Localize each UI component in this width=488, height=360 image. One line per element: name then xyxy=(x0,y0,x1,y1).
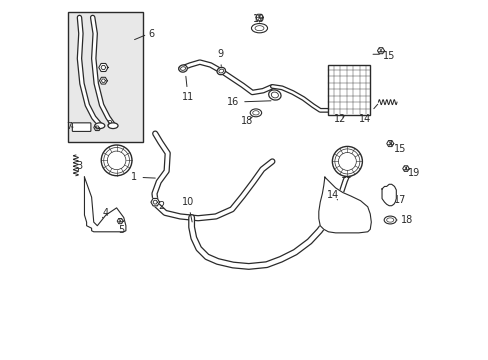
Ellipse shape xyxy=(250,109,261,117)
Text: 19: 19 xyxy=(407,168,420,178)
FancyBboxPatch shape xyxy=(67,12,142,143)
Ellipse shape xyxy=(180,67,185,70)
Text: 10: 10 xyxy=(182,197,194,222)
Text: 1: 1 xyxy=(131,172,155,182)
Text: 12: 12 xyxy=(333,113,346,123)
Ellipse shape xyxy=(252,111,259,115)
Ellipse shape xyxy=(179,65,187,72)
Text: 15: 15 xyxy=(393,144,406,154)
Ellipse shape xyxy=(384,216,395,224)
Ellipse shape xyxy=(251,23,267,33)
Ellipse shape xyxy=(217,67,225,75)
Text: 15: 15 xyxy=(382,51,395,61)
Ellipse shape xyxy=(108,123,118,129)
Text: 19: 19 xyxy=(253,14,265,23)
Text: 18: 18 xyxy=(400,215,412,225)
FancyBboxPatch shape xyxy=(72,123,91,131)
Text: 4: 4 xyxy=(102,208,108,218)
Text: 16: 16 xyxy=(226,97,270,107)
Polygon shape xyxy=(255,14,263,21)
Ellipse shape xyxy=(271,92,278,98)
Polygon shape xyxy=(99,63,108,72)
Polygon shape xyxy=(84,177,125,232)
Text: 9: 9 xyxy=(217,49,223,66)
Text: 6: 6 xyxy=(148,29,155,39)
Ellipse shape xyxy=(219,69,223,73)
Polygon shape xyxy=(99,77,107,84)
Circle shape xyxy=(101,145,132,176)
Ellipse shape xyxy=(268,90,281,100)
Text: 18: 18 xyxy=(241,116,253,126)
Text: 11: 11 xyxy=(182,76,194,102)
Ellipse shape xyxy=(255,26,264,31)
Text: 8: 8 xyxy=(106,120,111,129)
Text: 14: 14 xyxy=(326,190,339,200)
Text: 17: 17 xyxy=(393,195,406,204)
Polygon shape xyxy=(151,198,159,206)
Polygon shape xyxy=(377,48,384,54)
Text: 13: 13 xyxy=(341,170,353,180)
Text: 3: 3 xyxy=(76,161,82,171)
FancyBboxPatch shape xyxy=(327,65,369,114)
Text: 7: 7 xyxy=(66,122,71,131)
Polygon shape xyxy=(94,125,101,131)
Ellipse shape xyxy=(386,218,393,222)
Circle shape xyxy=(332,147,362,176)
Polygon shape xyxy=(318,177,370,233)
Polygon shape xyxy=(381,184,395,206)
Polygon shape xyxy=(117,219,123,224)
Text: 2: 2 xyxy=(158,201,164,211)
Ellipse shape xyxy=(95,123,104,129)
Polygon shape xyxy=(386,140,393,147)
Text: 5: 5 xyxy=(118,225,124,235)
Polygon shape xyxy=(402,166,408,171)
Text: 14: 14 xyxy=(358,104,377,123)
